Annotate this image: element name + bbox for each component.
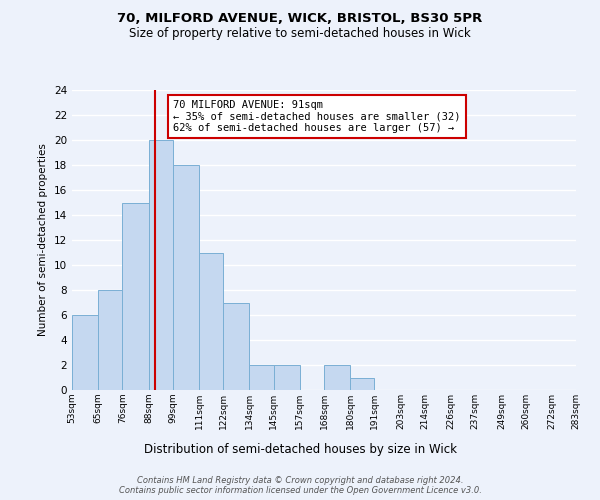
Bar — [274, 365, 300, 390]
Bar — [72, 315, 98, 390]
Text: 70 MILFORD AVENUE: 91sqm
← 35% of semi-detached houses are smaller (32)
62% of s: 70 MILFORD AVENUE: 91sqm ← 35% of semi-d… — [173, 100, 460, 133]
Bar — [173, 165, 199, 390]
Bar — [98, 290, 122, 390]
Bar — [223, 302, 250, 390]
Bar — [149, 140, 173, 390]
Text: Distribution of semi-detached houses by size in Wick: Distribution of semi-detached houses by … — [143, 442, 457, 456]
Text: Contains HM Land Registry data © Crown copyright and database right 2024.
Contai: Contains HM Land Registry data © Crown c… — [119, 476, 481, 495]
Text: Size of property relative to semi-detached houses in Wick: Size of property relative to semi-detach… — [129, 28, 471, 40]
Bar — [199, 252, 223, 390]
Y-axis label: Number of semi-detached properties: Number of semi-detached properties — [38, 144, 49, 336]
Bar — [250, 365, 274, 390]
Bar — [122, 202, 149, 390]
Bar — [350, 378, 374, 390]
Bar — [324, 365, 350, 390]
Text: 70, MILFORD AVENUE, WICK, BRISTOL, BS30 5PR: 70, MILFORD AVENUE, WICK, BRISTOL, BS30 … — [118, 12, 482, 26]
